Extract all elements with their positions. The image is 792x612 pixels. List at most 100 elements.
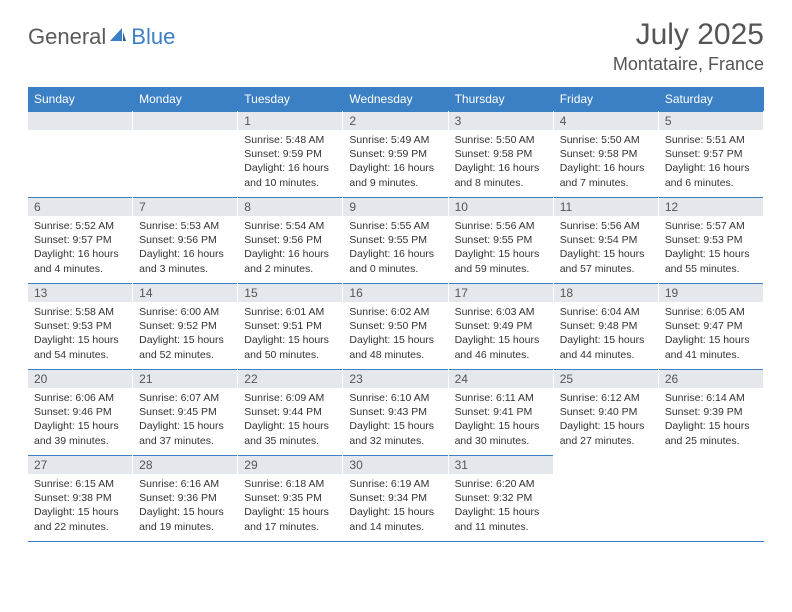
day-number: 24 bbox=[449, 369, 553, 388]
day-number: 29 bbox=[238, 455, 342, 474]
daylight-text: Daylight: 15 hours and 19 minutes. bbox=[139, 505, 231, 533]
sunrise-text: Sunrise: 6:15 AM bbox=[34, 477, 126, 491]
sunset-text: Sunset: 9:54 PM bbox=[560, 233, 652, 247]
daylight-text: Daylight: 15 hours and 27 minutes. bbox=[560, 419, 652, 447]
daylight-text: Daylight: 16 hours and 4 minutes. bbox=[34, 247, 126, 275]
day-number: 10 bbox=[449, 197, 553, 216]
day-number: 2 bbox=[343, 111, 447, 130]
calendar-cell: 18Sunrise: 6:04 AMSunset: 9:48 PMDayligh… bbox=[554, 283, 659, 369]
calendar-cell bbox=[133, 111, 238, 197]
daylight-text: Daylight: 15 hours and 48 minutes. bbox=[349, 333, 441, 361]
day-number: 25 bbox=[554, 369, 658, 388]
calendar-cell: 20Sunrise: 6:06 AMSunset: 9:46 PMDayligh… bbox=[28, 369, 133, 455]
sunset-text: Sunset: 9:57 PM bbox=[665, 147, 757, 161]
logo-text-general: General bbox=[28, 24, 106, 50]
day-details: Sunrise: 6:02 AMSunset: 9:50 PMDaylight:… bbox=[343, 302, 447, 366]
calendar-row: 20Sunrise: 6:06 AMSunset: 9:46 PMDayligh… bbox=[28, 369, 764, 455]
daylight-text: Daylight: 16 hours and 8 minutes. bbox=[455, 161, 547, 189]
col-sunday: Sunday bbox=[28, 87, 133, 111]
daylight-text: Daylight: 15 hours and 55 minutes. bbox=[665, 247, 757, 275]
day-number: 17 bbox=[449, 283, 553, 302]
day-number: 18 bbox=[554, 283, 658, 302]
calendar-cell: 16Sunrise: 6:02 AMSunset: 9:50 PMDayligh… bbox=[343, 283, 448, 369]
day-number: 6 bbox=[28, 197, 132, 216]
calendar-cell: 3Sunrise: 5:50 AMSunset: 9:58 PMDaylight… bbox=[449, 111, 554, 197]
day-details: Sunrise: 5:50 AMSunset: 9:58 PMDaylight:… bbox=[554, 130, 658, 194]
day-details: Sunrise: 6:15 AMSunset: 9:38 PMDaylight:… bbox=[28, 474, 132, 538]
sunset-text: Sunset: 9:48 PM bbox=[560, 319, 652, 333]
daylight-text: Daylight: 15 hours and 11 minutes. bbox=[455, 505, 547, 533]
sunrise-text: Sunrise: 5:49 AM bbox=[349, 133, 441, 147]
day-number: 28 bbox=[133, 455, 237, 474]
calendar-row: 27Sunrise: 6:15 AMSunset: 9:38 PMDayligh… bbox=[28, 455, 764, 541]
daylight-text: Daylight: 15 hours and 30 minutes. bbox=[455, 419, 547, 447]
daylight-text: Daylight: 15 hours and 41 minutes. bbox=[665, 333, 757, 361]
sunrise-text: Sunrise: 6:11 AM bbox=[455, 391, 547, 405]
calendar-cell: 4Sunrise: 5:50 AMSunset: 9:58 PMDaylight… bbox=[554, 111, 659, 197]
daylight-text: Daylight: 15 hours and 25 minutes. bbox=[665, 419, 757, 447]
sunset-text: Sunset: 9:51 PM bbox=[244, 319, 336, 333]
calendar-cell: 29Sunrise: 6:18 AMSunset: 9:35 PMDayligh… bbox=[238, 455, 343, 541]
col-saturday: Saturday bbox=[659, 87, 764, 111]
day-details: Sunrise: 5:48 AMSunset: 9:59 PMDaylight:… bbox=[238, 130, 342, 194]
day-details: Sunrise: 6:06 AMSunset: 9:46 PMDaylight:… bbox=[28, 388, 132, 452]
calendar-cell: 15Sunrise: 6:01 AMSunset: 9:51 PMDayligh… bbox=[238, 283, 343, 369]
calendar-cell: 14Sunrise: 6:00 AMSunset: 9:52 PMDayligh… bbox=[133, 283, 238, 369]
sunrise-text: Sunrise: 6:10 AM bbox=[349, 391, 441, 405]
day-details: Sunrise: 6:16 AMSunset: 9:36 PMDaylight:… bbox=[133, 474, 237, 538]
sunset-text: Sunset: 9:53 PM bbox=[665, 233, 757, 247]
sunset-text: Sunset: 9:59 PM bbox=[349, 147, 441, 161]
col-friday: Friday bbox=[554, 87, 659, 111]
sunset-text: Sunset: 9:35 PM bbox=[244, 491, 336, 505]
sunrise-text: Sunrise: 5:57 AM bbox=[665, 219, 757, 233]
sunrise-text: Sunrise: 6:09 AM bbox=[244, 391, 336, 405]
sunrise-text: Sunrise: 6:03 AM bbox=[455, 305, 547, 319]
calendar-cell: 5Sunrise: 5:51 AMSunset: 9:57 PMDaylight… bbox=[659, 111, 764, 197]
daylight-text: Daylight: 16 hours and 2 minutes. bbox=[244, 247, 336, 275]
calendar-cell: 22Sunrise: 6:09 AMSunset: 9:44 PMDayligh… bbox=[238, 369, 343, 455]
sunrise-text: Sunrise: 5:50 AM bbox=[560, 133, 652, 147]
sunset-text: Sunset: 9:49 PM bbox=[455, 319, 547, 333]
sunrise-text: Sunrise: 6:16 AM bbox=[139, 477, 231, 491]
sunrise-text: Sunrise: 6:00 AM bbox=[139, 305, 231, 319]
day-details: Sunrise: 5:54 AMSunset: 9:56 PMDaylight:… bbox=[238, 216, 342, 280]
day-number: 15 bbox=[238, 283, 342, 302]
day-number: 16 bbox=[343, 283, 447, 302]
daylight-text: Daylight: 15 hours and 32 minutes. bbox=[349, 419, 441, 447]
calendar-cell: 9Sunrise: 5:55 AMSunset: 9:55 PMDaylight… bbox=[343, 197, 448, 283]
daylight-text: Daylight: 15 hours and 50 minutes. bbox=[244, 333, 336, 361]
calendar-cell: 7Sunrise: 5:53 AMSunset: 9:56 PMDaylight… bbox=[133, 197, 238, 283]
daylight-text: Daylight: 15 hours and 52 minutes. bbox=[139, 333, 231, 361]
day-details: Sunrise: 5:57 AMSunset: 9:53 PMDaylight:… bbox=[659, 216, 763, 280]
day-number: 5 bbox=[659, 111, 763, 130]
sunset-text: Sunset: 9:36 PM bbox=[139, 491, 231, 505]
day-number: 19 bbox=[659, 283, 763, 302]
col-monday: Monday bbox=[133, 87, 238, 111]
calendar-cell: 23Sunrise: 6:10 AMSunset: 9:43 PMDayligh… bbox=[343, 369, 448, 455]
calendar-cell: 25Sunrise: 6:12 AMSunset: 9:40 PMDayligh… bbox=[554, 369, 659, 455]
calendar-cell: 2Sunrise: 5:49 AMSunset: 9:59 PMDaylight… bbox=[343, 111, 448, 197]
calendar-cell: 24Sunrise: 6:11 AMSunset: 9:41 PMDayligh… bbox=[449, 369, 554, 455]
logo-sail-icon bbox=[109, 26, 127, 49]
day-details: Sunrise: 5:56 AMSunset: 9:54 PMDaylight:… bbox=[554, 216, 658, 280]
daylight-text: Daylight: 15 hours and 44 minutes. bbox=[560, 333, 652, 361]
calendar-cell: 12Sunrise: 5:57 AMSunset: 9:53 PMDayligh… bbox=[659, 197, 764, 283]
day-number: 7 bbox=[133, 197, 237, 216]
day-header-row: Sunday Monday Tuesday Wednesday Thursday… bbox=[28, 87, 764, 111]
sunrise-text: Sunrise: 6:20 AM bbox=[455, 477, 547, 491]
sunrise-text: Sunrise: 6:05 AM bbox=[665, 305, 757, 319]
day-details: Sunrise: 6:00 AMSunset: 9:52 PMDaylight:… bbox=[133, 302, 237, 366]
daylight-text: Daylight: 15 hours and 14 minutes. bbox=[349, 505, 441, 533]
day-number: 23 bbox=[343, 369, 447, 388]
day-details: Sunrise: 5:52 AMSunset: 9:57 PMDaylight:… bbox=[28, 216, 132, 280]
sunrise-text: Sunrise: 6:07 AM bbox=[139, 391, 231, 405]
daylight-text: Daylight: 15 hours and 39 minutes. bbox=[34, 419, 126, 447]
sunrise-text: Sunrise: 6:19 AM bbox=[349, 477, 441, 491]
day-number: 27 bbox=[28, 455, 132, 474]
day-number: 31 bbox=[449, 455, 553, 474]
day-details: Sunrise: 6:11 AMSunset: 9:41 PMDaylight:… bbox=[449, 388, 553, 452]
sunset-text: Sunset: 9:58 PM bbox=[560, 147, 652, 161]
daylight-text: Daylight: 15 hours and 54 minutes. bbox=[34, 333, 126, 361]
day-details: Sunrise: 6:19 AMSunset: 9:34 PMDaylight:… bbox=[343, 474, 447, 538]
sunset-text: Sunset: 9:59 PM bbox=[244, 147, 336, 161]
